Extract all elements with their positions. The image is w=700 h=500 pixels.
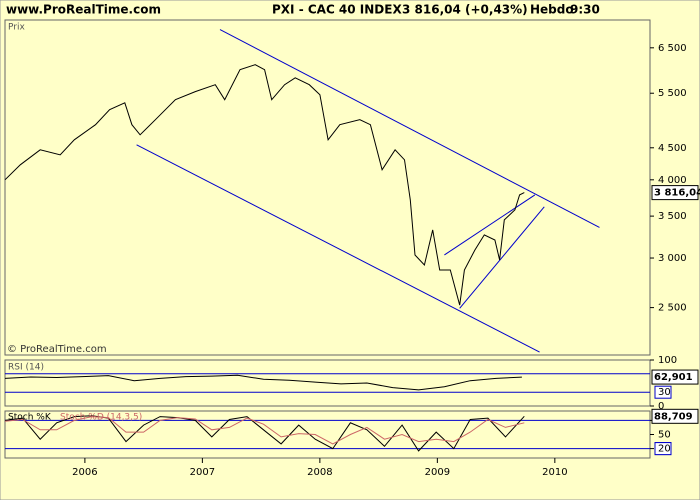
y-tick-label: 6 500 — [658, 43, 687, 54]
y-tick-label: 4 000 — [658, 175, 687, 186]
panel — [4, 410, 651, 459]
y-tick-label: 20 — [658, 444, 671, 455]
y-tick-label: 2 500 — [658, 303, 687, 314]
last-value-box — [651, 408, 699, 424]
tick-box — [654, 442, 672, 456]
time: 9:30 — [570, 3, 600, 17]
series-line — [4, 64, 525, 306]
series-line — [4, 416, 525, 445]
period: Hebdo — [530, 3, 574, 17]
site: www.ProRealTime.com — [6, 3, 161, 17]
legend-entry: Stoch %K — [8, 413, 52, 423]
trendline — [136, 144, 540, 353]
trendline — [459, 206, 545, 309]
panel-title: Prix — [8, 23, 25, 33]
y-tick-label: 4 500 — [658, 143, 687, 154]
x-tick-label: 2007 — [190, 467, 215, 478]
last-value-label: 62,901 — [654, 372, 693, 383]
y-tick-label: 100 — [658, 355, 677, 366]
last-value-label: 88,709 — [654, 411, 693, 422]
y-tick-label: 30 — [658, 387, 671, 398]
quote: 3 816,04 (+0,43%) — [402, 3, 528, 17]
trendline — [444, 194, 536, 256]
last-value-box — [651, 369, 699, 385]
series-line — [4, 374, 522, 391]
panel — [4, 19, 651, 356]
y-tick-label: 3 500 — [658, 211, 687, 222]
copyright: © ProRealTime.com — [7, 344, 107, 355]
y-tick-label: 3 000 — [658, 253, 687, 264]
y-tick-label: 0 — [658, 401, 664, 412]
tick-box — [654, 385, 672, 399]
x-tick-label: 2008 — [307, 467, 332, 478]
last-value-label: 3 816,04 — [654, 188, 700, 199]
x-tick-label: 2009 — [425, 467, 450, 478]
x-tick-label: 2006 — [72, 467, 97, 478]
trendline — [219, 29, 600, 228]
last-value-box — [651, 185, 699, 201]
instrument: PXI - CAC 40 INDEX — [272, 3, 402, 17]
y-tick-label: 5 500 — [658, 88, 687, 99]
panel-title: RSI (14) — [8, 363, 44, 373]
series-line — [4, 415, 525, 452]
legend-entry: Stoch %D (14,3,5) — [60, 413, 142, 423]
x-tick-label: 2010 — [542, 467, 567, 478]
y-tick-label: 50 — [658, 430, 671, 441]
